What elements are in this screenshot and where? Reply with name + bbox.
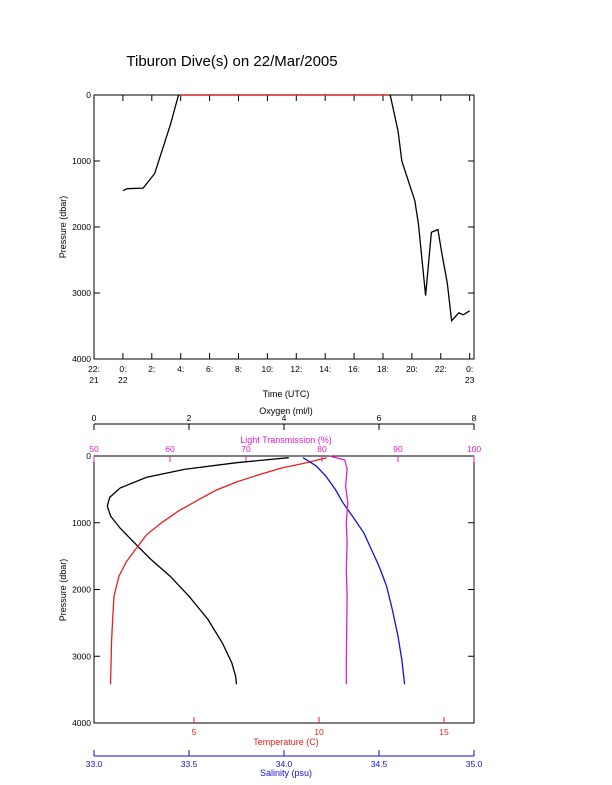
x-tick-label: 8: bbox=[235, 364, 242, 374]
y-axis-label: Pressure (dbar) bbox=[58, 196, 68, 259]
salinity-axis-label: Salinity (psu) bbox=[260, 768, 312, 778]
light-transmission-tick-label: 80 bbox=[317, 444, 327, 454]
light-transmission-tick-label: 70 bbox=[241, 444, 251, 454]
light-transmission-tick-label: 60 bbox=[165, 444, 175, 454]
x-tick-label: 14: bbox=[319, 364, 331, 374]
x-tick-label: 22: bbox=[88, 364, 100, 374]
temperature-tick-label: 5 bbox=[192, 727, 197, 737]
y-tick-label: 1000 bbox=[72, 156, 91, 166]
x-tick-label: 10: bbox=[261, 364, 273, 374]
x-tick-label: 20: bbox=[406, 364, 418, 374]
y-tick-label: 0 bbox=[86, 90, 91, 100]
panel-frame bbox=[93, 455, 475, 724]
x-tick-label: 18: bbox=[377, 364, 389, 374]
salinity-tick-label: 35.0 bbox=[466, 759, 483, 769]
temperature-tick-label: 15 bbox=[439, 727, 449, 737]
x-tick-label: 4: bbox=[177, 364, 184, 374]
light-transmission-axis-label: Light Transmission (%) bbox=[240, 435, 332, 445]
y-tick-label: 4000 bbox=[72, 354, 91, 364]
water-column-profile-panel: 0 1000 2000 3000 4000 0 2 4 6 8 50 60 70 80 90 100 5 1… bbox=[58, 406, 483, 778]
oxygen-tick-label: 6 bbox=[377, 413, 382, 423]
oxygen-axis-label: Oxygen (ml/l) bbox=[259, 406, 313, 416]
y-tick-label: 2000 bbox=[72, 222, 91, 232]
x-tick-label: 22: bbox=[435, 364, 447, 374]
x-tick-label: 16: bbox=[348, 364, 360, 374]
light-transmission-tick-label: 50 bbox=[89, 444, 99, 454]
oxygen-tick-label: 4 bbox=[282, 413, 287, 423]
salinity-tick-label: 34.5 bbox=[371, 759, 388, 769]
salinity-tick-label: 33.5 bbox=[181, 759, 198, 769]
light-transmission-tick-label: 90 bbox=[393, 444, 403, 454]
x-tick-label: 6: bbox=[206, 364, 213, 374]
temperature-axis-label: Temperature (C) bbox=[253, 737, 319, 747]
y-tick-label: 3000 bbox=[72, 288, 91, 298]
light-transmission-tick-label: 100 bbox=[467, 444, 481, 454]
y-tick-label: 3000 bbox=[72, 651, 91, 661]
light-transmission-profile-line bbox=[329, 455, 349, 685]
y-tick-label: 4000 bbox=[72, 718, 91, 728]
salinity-tick-label: 33.0 bbox=[86, 759, 103, 769]
temperature-tick-label: 10 bbox=[314, 727, 324, 737]
temperature-profile-line bbox=[109, 457, 327, 685]
salinity-tick-label: 34.0 bbox=[276, 759, 293, 769]
salinity-profile-line bbox=[302, 457, 406, 685]
y-tick-label: 1000 bbox=[72, 518, 91, 528]
x-axis-label: Time (UTC) bbox=[263, 389, 310, 399]
x-tick-date-label: 23 bbox=[465, 375, 475, 385]
x-tick-label: 0: bbox=[466, 364, 473, 374]
x-tick-date-label: 22 bbox=[118, 375, 128, 385]
x-tick-label: 0: bbox=[119, 364, 126, 374]
oxygen-tick-label: 0 bbox=[92, 413, 97, 423]
x-tick-date-label: 21 bbox=[89, 375, 99, 385]
y-tick-label: 0 bbox=[86, 451, 91, 461]
x-tick-label: 2: bbox=[148, 364, 155, 374]
oxygen-tick-label: 8 bbox=[472, 413, 477, 423]
y-tick-label: 2000 bbox=[72, 585, 91, 595]
x-tick-label: 12: bbox=[290, 364, 302, 374]
oxygen-profile-line bbox=[106, 457, 289, 685]
dive-depth-line bbox=[122, 94, 471, 323]
chart-title: Tiburon Dive(s) on 22/Mar/2005 bbox=[126, 53, 337, 70]
y-axis-label: Pressure (dbar) bbox=[58, 559, 68, 622]
panel-frame bbox=[93, 94, 475, 360]
oxygen-tick-label: 2 bbox=[187, 413, 192, 423]
